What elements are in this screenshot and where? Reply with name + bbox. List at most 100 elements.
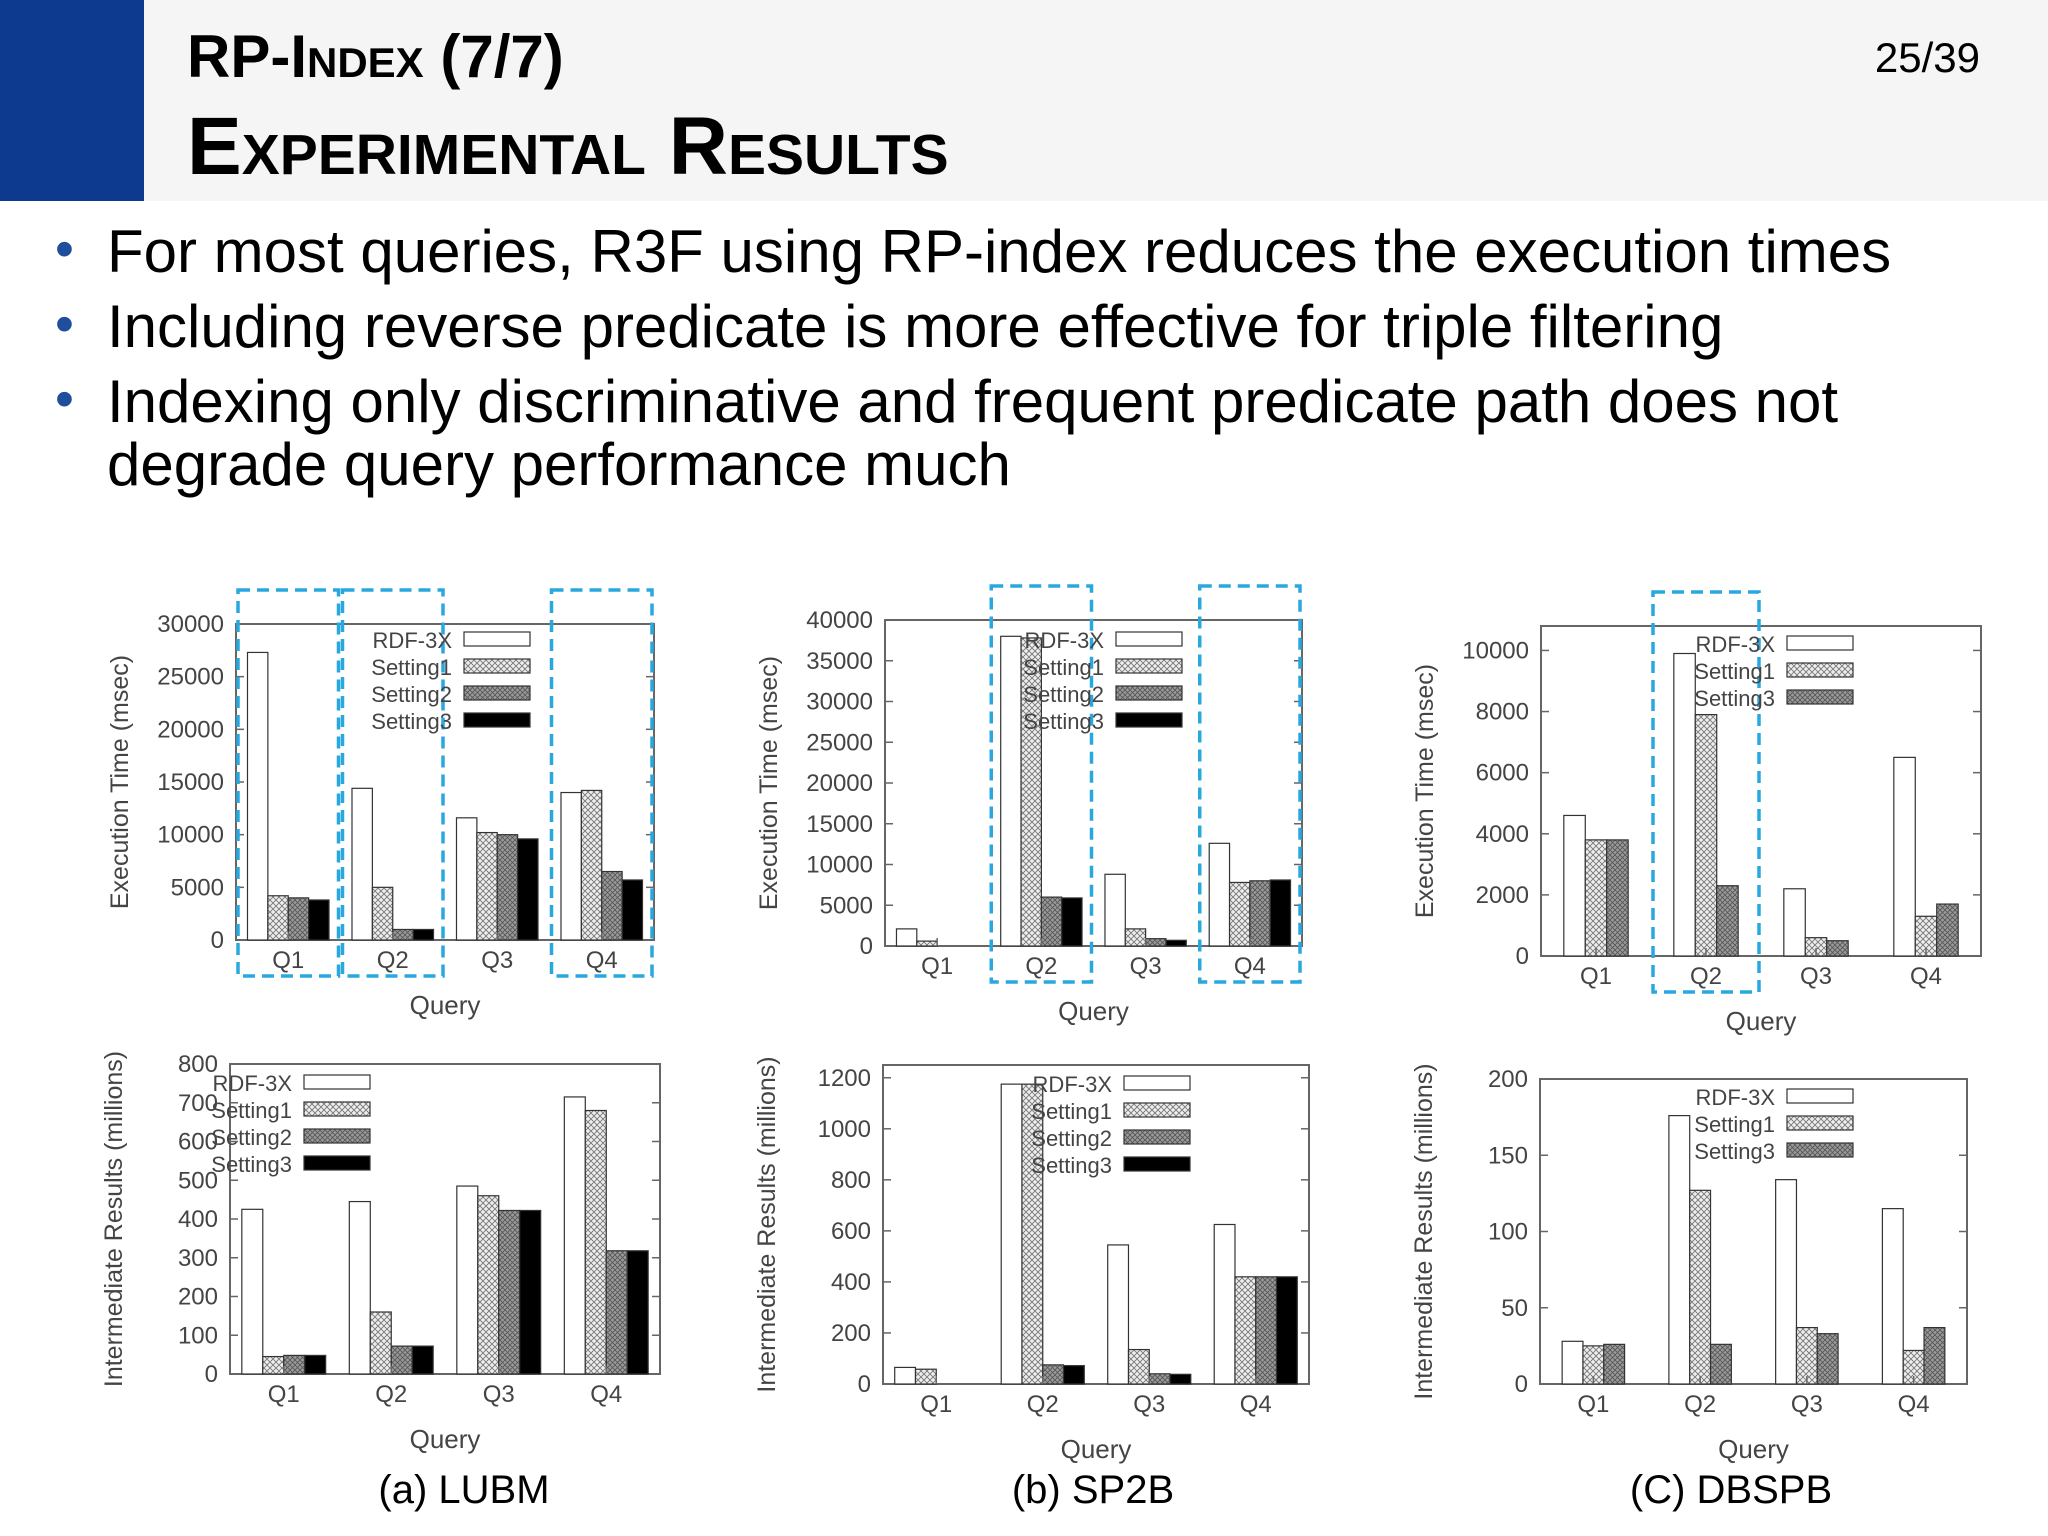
- y-axis-label: Intermediate Results (millions): [1410, 1063, 1438, 1399]
- bar-setting1: [580, 789, 603, 941]
- bullet-dot-icon: •: [55, 294, 74, 354]
- bar-rdf-3x: [894, 1366, 917, 1385]
- y-tick-label: 300: [178, 1245, 218, 1272]
- y-tick-label: 1200: [818, 1065, 871, 1092]
- slide-subtitle: Experimental Results: [187, 101, 949, 192]
- highlight-box: [1198, 584, 1302, 984]
- legend-label: Setting1: [1031, 1099, 1112, 1124]
- bar-setting1: [1694, 714, 1718, 957]
- bar-rdf-3x: [1563, 814, 1586, 957]
- plot-frame: [1539, 1078, 1968, 1385]
- bar-rdf-3x: [456, 1185, 479, 1375]
- y-tick-label: 100: [1488, 1219, 1528, 1246]
- y-axis-label: Execution Time (msec): [106, 655, 134, 909]
- bar-rdf-3x: [1213, 1223, 1236, 1385]
- bar-setting2: [1145, 938, 1167, 947]
- highlight-box: [340, 588, 445, 978]
- legend-label: Setting1: [1023, 655, 1104, 680]
- bar-setting2: [1042, 1364, 1065, 1385]
- bar-rdf-3x: [1783, 888, 1806, 957]
- y-tick-label: 800: [831, 1167, 871, 1194]
- y-tick-label: 0: [1515, 1371, 1528, 1398]
- plot-frame: [1540, 625, 1982, 957]
- x-tick-label: Q3: [483, 1381, 515, 1408]
- bar-rdf-3x: [1000, 635, 1022, 947]
- y-tick-label: 200: [1488, 1066, 1528, 1093]
- legend-swatch: [1115, 685, 1183, 701]
- y-tick-label: 700: [178, 1090, 218, 1117]
- x-tick-label: Q4: [1910, 963, 1942, 990]
- legend-swatch: [303, 1155, 371, 1171]
- bar-rdf-3x: [351, 787, 373, 941]
- x-tick-label: Q1: [1577, 1391, 1609, 1418]
- y-axis-label: Intermediate Results (millions): [753, 1056, 781, 1392]
- y-tick-label: 40000: [806, 607, 873, 634]
- y-tick-label: 15000: [806, 811, 873, 838]
- bar-rdf-3x: [1107, 1244, 1130, 1385]
- x-tick-label: Q4: [590, 1381, 622, 1408]
- legend-label: Setting2: [211, 1125, 292, 1150]
- y-tick-label: 8000: [1476, 699, 1529, 726]
- y-tick-label: 10000: [1462, 637, 1529, 664]
- plot-frame: [235, 623, 655, 941]
- x-tick-label: Q4: [1234, 953, 1266, 980]
- y-tick-label: 15000: [157, 769, 224, 796]
- legend-label: RDF-3X: [1696, 1085, 1776, 1110]
- bar-setting3: [1936, 903, 1959, 957]
- bullet-dot-icon: •: [55, 219, 74, 279]
- bullet-item: • Including reverse predicate is more eff…: [55, 293, 2015, 360]
- bar-setting1: [1127, 1348, 1150, 1385]
- x-tick-label: Q1: [921, 953, 953, 980]
- legend-swatch: [1786, 1142, 1854, 1158]
- x-tick-label: Q2: [1025, 953, 1057, 980]
- x-axis-label: Query: [410, 1424, 481, 1454]
- bullet-text: Indexing only discriminative and frequen…: [107, 368, 1839, 498]
- legend-swatch: [463, 658, 531, 674]
- y-tick-label: 200: [831, 1320, 871, 1347]
- x-tick-label: Q1: [268, 1381, 300, 1408]
- bar-rdf-3x: [241, 1208, 264, 1375]
- bar-setting3: [411, 1345, 434, 1375]
- x-tick-label: Q2: [375, 1381, 407, 1408]
- bar-setting2: [390, 1345, 413, 1375]
- x-axis-label: Query: [1058, 996, 1129, 1026]
- legend-swatch: [1786, 1088, 1854, 1104]
- legend-label: RDF-3X: [1025, 628, 1105, 653]
- bar-setting1: [476, 831, 498, 941]
- x-tick-label: Q2: [1027, 1391, 1059, 1418]
- bar-setting1: [1914, 915, 1938, 957]
- legend-swatch: [1786, 635, 1854, 651]
- bar-rdf-3x: [563, 1096, 586, 1375]
- x-axis-label: Query: [410, 990, 481, 1020]
- y-tick-label: 0: [860, 933, 873, 960]
- bullet-text: Including reverse predicate is more effe…: [107, 293, 1724, 360]
- highlight-box: [1651, 590, 1761, 994]
- bar-setting3: [1606, 839, 1629, 957]
- legend-swatch: [303, 1074, 371, 1090]
- y-tick-label: 800: [178, 1051, 218, 1078]
- y-tick-label: 10000: [157, 822, 224, 849]
- y-tick-label: 400: [178, 1206, 218, 1233]
- bar-setting2: [392, 928, 414, 941]
- x-axis-label: Query: [1726, 1006, 1797, 1036]
- bar-setting3: [1165, 939, 1187, 947]
- legend-label: Setting3: [1694, 1139, 1775, 1164]
- y-tick-label: 5000: [171, 874, 224, 901]
- legend-swatch: [1786, 689, 1854, 705]
- bar-rdf-3x: [246, 651, 269, 941]
- y-tick-label: 10000: [806, 852, 873, 879]
- bar-setting1: [1902, 1349, 1925, 1385]
- x-tick-label: Q4: [1240, 1391, 1272, 1418]
- legend-swatch: [1123, 1102, 1191, 1118]
- bar-setting1: [1020, 637, 1042, 947]
- highlight-box: [549, 588, 654, 978]
- y-tick-label: 500: [178, 1167, 218, 1194]
- bar-setting3: [519, 1209, 542, 1375]
- x-tick-label: Q3: [1130, 953, 1162, 980]
- bar-setting3: [1923, 1326, 1946, 1385]
- y-tick-label: 100: [178, 1322, 218, 1349]
- bullet-item: • For most queries, R3F using RP-index re…: [55, 219, 2015, 283]
- accent-block: [0, 0, 144, 201]
- bar-setting1: [1234, 1276, 1257, 1385]
- bar-setting3: [626, 1250, 649, 1375]
